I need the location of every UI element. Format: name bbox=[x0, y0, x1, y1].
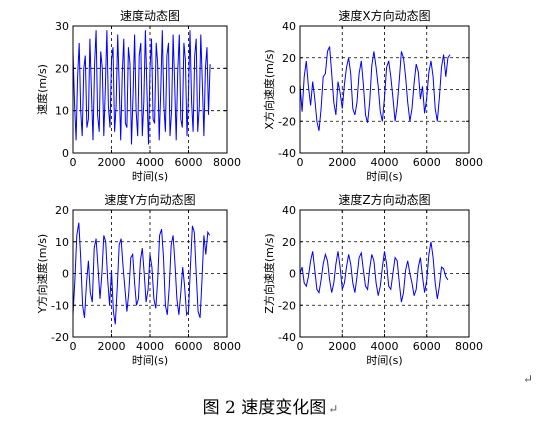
chart-2-x-tick-label: 4000 bbox=[371, 156, 399, 169]
chart-1-x-axis-label: 时间(s) bbox=[132, 170, 168, 183]
chart-4-y-tick-label: 0 bbox=[289, 268, 296, 281]
chart-2-y-tick-label: 40 bbox=[282, 20, 296, 33]
chart-4-y-tick-label: -40 bbox=[278, 331, 296, 344]
chart-4-x-tick-label: 8000 bbox=[455, 340, 483, 353]
chart-4-series-line-1 bbox=[299, 241, 449, 303]
chart-2-x-tick-label: 2000 bbox=[328, 156, 356, 169]
chart-3-y-tick-label: -10 bbox=[51, 299, 69, 312]
chart-2-y-tick-label: -40 bbox=[278, 147, 296, 160]
chart-4-y-tick-label: 40 bbox=[282, 204, 296, 217]
chart-3-x-tick-label: 8000 bbox=[213, 340, 241, 353]
chart-2-y-tick-label: 20 bbox=[282, 52, 296, 65]
chart-2-x-axis-label: 时间(s) bbox=[366, 170, 402, 183]
chart-2-x-tick-label: 0 bbox=[297, 156, 304, 169]
chart-3-y-tick-label: 20 bbox=[55, 204, 69, 217]
figure-canvas: 0 2000 4000 6000 80000102030速度动态图时间(s)速度(m/s… bbox=[35, 8, 483, 367]
chart-2-y-tick-label: 0 bbox=[289, 84, 296, 97]
chart-1-x-tick-label: 6000 bbox=[175, 156, 203, 169]
chart-3-y-axis-label: Y方向速度(m/s) bbox=[35, 234, 49, 314]
figure-caption-text: 图 2 速度变化图 bbox=[202, 398, 327, 418]
chart-2-y-axis-label: X方向速度(m/s) bbox=[262, 49, 276, 129]
chart-3-series-line-1 bbox=[72, 222, 211, 325]
chart-1-x-tick-label: 8000 bbox=[213, 156, 241, 169]
chart-3-y-tick-label: 0 bbox=[62, 268, 69, 281]
chart-4-y-tick-label: -20 bbox=[278, 299, 296, 312]
chart-4-x-tick-label: 0 bbox=[297, 340, 304, 353]
chart-2-title: 速度X方向动态图 bbox=[338, 8, 430, 23]
chart-4-y-axis-label: Z方向速度(m/s) bbox=[262, 233, 276, 313]
chart-4-x-tick-label: 2000 bbox=[328, 340, 356, 353]
chart-4-x-axis-label: 时间(s) bbox=[366, 354, 402, 367]
paragraph-mark: ↵ bbox=[523, 372, 534, 386]
chart-1-x-tick-label: 4000 bbox=[136, 156, 164, 169]
chart-1-x-tick-label: 0 bbox=[70, 156, 77, 169]
chart-3-x-tick-label: 2000 bbox=[98, 340, 126, 353]
caption-paragraph-mark: ↵ bbox=[328, 402, 339, 416]
chart-4-title: 速度Z方向动态图 bbox=[338, 192, 430, 207]
chart-1-x-tick-label: 2000 bbox=[98, 156, 126, 169]
chart-1-series-line-1 bbox=[72, 30, 211, 145]
chart-4-y-tick-label: 20 bbox=[282, 236, 296, 249]
chart-3-x-tick-label: 0 bbox=[70, 340, 77, 353]
chart-4-x-tick-label: 4000 bbox=[371, 340, 399, 353]
chart-2-series-line-1 bbox=[299, 46, 451, 131]
chart-2-x-tick-label: 8000 bbox=[455, 156, 483, 169]
figure-caption: 图 2 速度变化图 ↵ bbox=[0, 393, 541, 418]
chart-2-x-tick-label: 6000 bbox=[413, 156, 441, 169]
chart-3-x-tick-label: 4000 bbox=[136, 340, 164, 353]
chart-1-y-tick-label: 10 bbox=[55, 105, 69, 118]
chart-1-y-tick-label: 30 bbox=[55, 20, 69, 33]
chart-3-x-tick-label: 6000 bbox=[175, 340, 203, 353]
chart-3-title: 速度Y方向动态图 bbox=[104, 192, 195, 207]
chart-1-y-tick-label: 20 bbox=[55, 62, 69, 75]
chart-3-y-tick-label: 10 bbox=[55, 236, 69, 249]
chart-4-x-tick-label: 6000 bbox=[413, 340, 441, 353]
chart-1-title: 速度动态图 bbox=[120, 8, 180, 23]
chart-2-y-tick-label: -20 bbox=[278, 115, 296, 128]
chart-1-y-tick-label: 0 bbox=[62, 147, 69, 160]
chart-1-y-axis-label: 速度(m/s) bbox=[35, 64, 49, 115]
chart-3-y-tick-label: -20 bbox=[51, 331, 69, 344]
chart-3-x-axis-label: 时间(s) bbox=[132, 354, 168, 367]
